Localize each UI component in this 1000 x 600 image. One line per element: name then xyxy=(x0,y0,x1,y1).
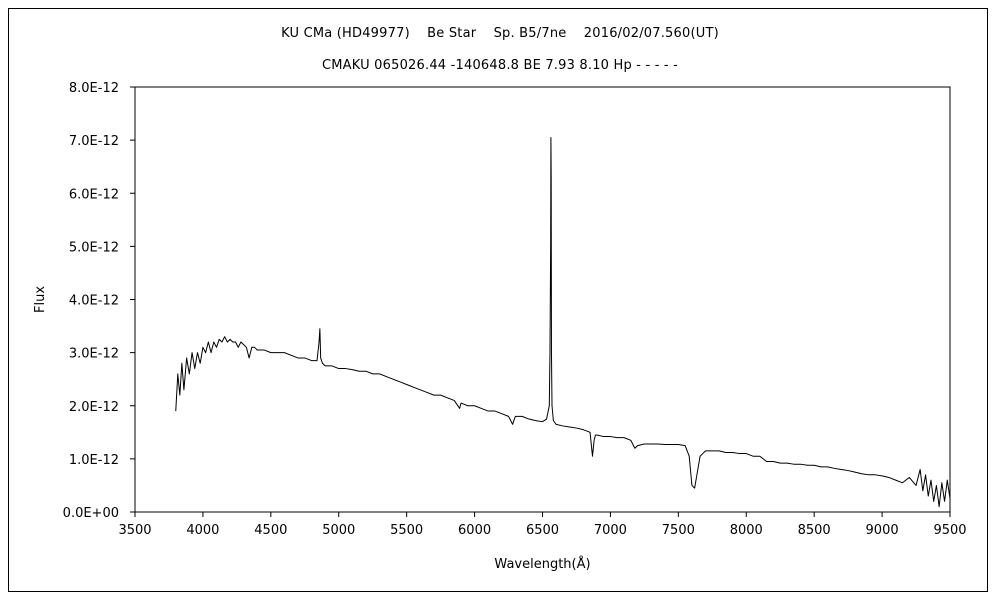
y-tick-label: 1.0E-12 xyxy=(69,453,119,468)
x-tick-label: 6000 xyxy=(458,523,491,538)
y-tick-label: 4.0E-12 xyxy=(69,294,119,309)
y-tick-label: 3.0E-12 xyxy=(69,347,119,362)
plot-layer xyxy=(134,86,951,513)
x-tick-label: 4500 xyxy=(254,523,287,538)
x-tick-label: 7500 xyxy=(662,523,695,538)
spectrum-series-line xyxy=(175,136,951,508)
y-axis-label: Flux xyxy=(33,286,48,313)
x-tick-label: 5500 xyxy=(390,523,423,538)
x-tick-label: 9500 xyxy=(933,523,966,538)
x-axis-label: Wavelength(Å) xyxy=(494,556,590,572)
x-tick-label: 4000 xyxy=(186,523,219,538)
chart-subtitle: CMAKU 065026.44 -140648.8 BE 7.93 8.10 H… xyxy=(321,58,679,73)
y-tick-label: 5.0E-12 xyxy=(69,240,119,255)
chart-frame xyxy=(8,8,988,592)
x-tick-label: 3500 xyxy=(118,523,151,538)
x-tick-label: 6500 xyxy=(526,523,559,538)
y-tick-label: 2.0E-12 xyxy=(69,400,119,415)
x-tick-label: 9000 xyxy=(866,523,899,538)
x-tick-label: 8500 xyxy=(798,523,831,538)
y-tick-label: 0.0E+00 xyxy=(63,506,119,521)
y-tick-label: 7.0E-12 xyxy=(69,134,119,149)
x-tick-label: 8000 xyxy=(730,523,763,538)
ticks-layer: 3500 4000 4500 5000 5500 6000 6500 7000 7500 8000… xyxy=(63,81,967,538)
chart-title: KU CMa (HD49977) Be Star Sp. B5/7ne 2016… xyxy=(281,26,719,41)
x-tick-label: 7000 xyxy=(594,523,627,538)
plot-area xyxy=(134,86,951,513)
y-tick-label: 8.0E-12 xyxy=(69,81,119,96)
x-tick-label: 5000 xyxy=(322,523,355,538)
y-tick-label: 6.0E-12 xyxy=(69,187,119,202)
